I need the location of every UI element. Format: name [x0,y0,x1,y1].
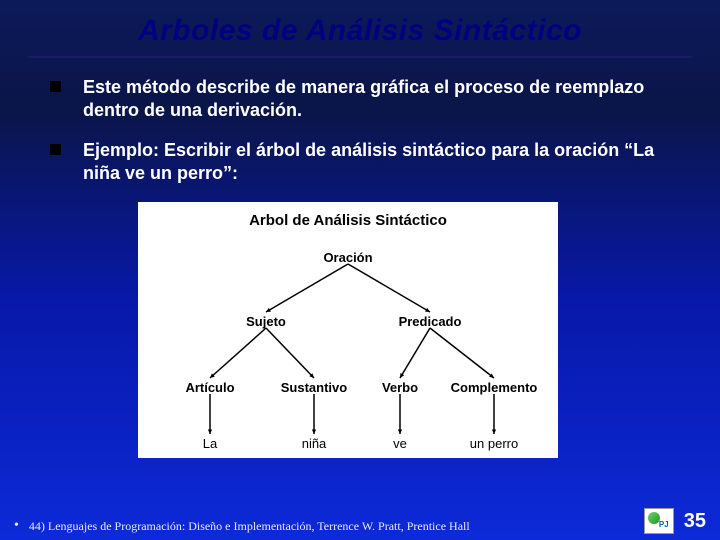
tree-canvas: Oración Sujeto Predicado Artículo Sustantivo… [138,232,558,456]
footer: • 44) Lenguajes de Programación: Diseño … [0,502,720,540]
tree-node-la: La [203,436,217,451]
footer-bullet-icon: • [14,518,19,534]
syntax-tree-figure: Arbol de Análisis Sintáctico Oración Suje… [138,202,558,458]
bullet-square-icon [50,144,61,155]
tree-node-sustantivo: Sustantivo [281,380,347,395]
page-number: 35 [684,510,706,533]
bullet-text: Ejemplo: Escribir el árbol de análisis s… [83,139,670,184]
tree-node-complemento: Complemento [451,380,538,395]
slide-title: Arboles de Análisis Sintáctico [0,0,720,56]
footer-citation-block: • 44) Lenguajes de Programación: Diseño … [14,518,470,534]
tree-node-verbo: Verbo [382,380,418,395]
content-area: Este método describe de manera gráfica e… [0,76,720,458]
tree-node-articulo: Artículo [185,380,234,395]
footer-right: PJ 35 [644,508,706,534]
tree-edges [138,232,558,456]
tree-node-nina: niña [302,436,327,451]
logo-icon: PJ [644,508,674,534]
title-divider [28,56,692,58]
tree-node-sujeto: Sujeto [246,314,286,329]
tree-node-unperro: un perro [470,436,518,451]
bullet-item: Este método describe de manera gráfica e… [50,76,670,121]
tree-node-predicado: Predicado [399,314,462,329]
tree-node-ve: ve [393,436,407,451]
bullet-item: Ejemplo: Escribir el árbol de análisis s… [50,139,670,184]
tree-node-oracion: Oración [323,250,372,265]
footer-citation: 44) Lenguajes de Programación: Diseño e … [29,519,470,534]
figure-title: Arbol de Análisis Sintáctico [138,202,558,229]
bullet-square-icon [50,81,61,92]
bullet-text: Este método describe de manera gráfica e… [83,76,670,121]
